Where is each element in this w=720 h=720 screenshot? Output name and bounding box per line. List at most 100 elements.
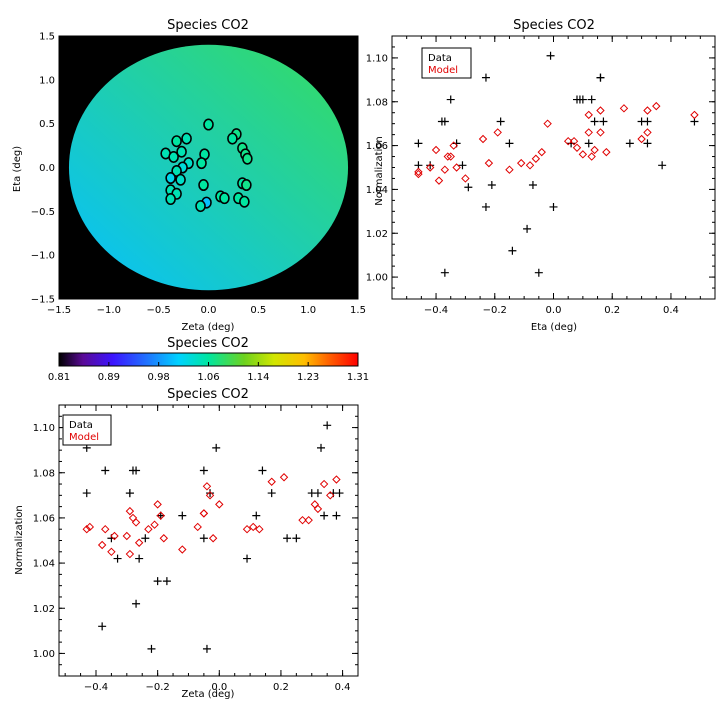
model-field [68,44,349,291]
x-tick-label: −1.5 [47,305,71,316]
eta-scatter-y-label: Normalization [374,136,385,206]
model-point [128,513,138,523]
y-tick-label: 0.5 [39,119,55,130]
measurement-circle [168,150,179,163]
x-tick-label: −0.5 [147,305,171,316]
y-tick-label: 1.10 [33,423,55,434]
data-point [446,95,455,104]
data-point [252,511,261,520]
model-point [208,534,218,543]
measurement-circle [181,132,192,145]
model-point [584,110,593,120]
data-point [153,577,162,586]
y-tick-label: 1.06 [366,141,388,152]
zeta-scatter-title: Species CO2 [167,387,249,402]
legend-model-label: Model [428,65,458,76]
data-point [464,183,473,192]
measurement-circle [203,118,214,131]
model-point [690,110,699,120]
measurement-circle [242,152,253,165]
x-tick-label: −0.4 [424,305,448,316]
model-point [543,119,552,128]
model-point [153,500,162,509]
measurement-circle [239,195,250,208]
y-tick-label: −1.0 [31,251,55,262]
data-point [458,161,467,170]
model-point [159,534,169,543]
data-point [414,139,423,148]
model-point [242,525,252,534]
data-point [125,489,134,498]
model-point [134,538,144,547]
x-tick-label: 0.4 [335,682,351,693]
model-point [425,163,435,172]
model-point [531,154,541,163]
heatmap-y-label: Eta (deg) [12,146,23,192]
data-point [549,202,558,211]
model-point [332,475,341,484]
data-point [505,139,514,148]
data-point [426,161,435,170]
y-tick-label: 1.02 [33,604,55,615]
model-point [493,128,502,137]
zeta-scatter-panel: Species CO2 Normalization Zeta (deg) −0.… [14,387,359,700]
data-point [162,577,171,586]
model-point [101,525,110,534]
measurement-circle [196,157,207,170]
data-point [578,95,587,104]
x-tick-label: 0.4 [663,305,679,316]
data-point [643,139,652,148]
data-point [82,489,91,498]
measurement-circle [171,135,182,148]
zeta-scatter-y-label: Normalization [14,505,25,575]
model-point [440,165,450,174]
data-point [508,246,517,255]
x-tick-label: 0.0 [201,305,217,316]
model-point [248,522,258,532]
model-point [516,158,526,168]
y-tick-label: 1.02 [366,229,388,240]
y-tick-label: 0.0 [39,163,55,174]
data-point [98,622,107,631]
model-point [584,128,593,137]
model-point [652,101,661,111]
data-point [599,117,608,126]
model-point [85,522,95,532]
model-point [202,482,212,491]
data-point [202,644,211,653]
data-point [546,51,555,60]
data-point [243,554,252,563]
x-tick-label: 0.5 [250,305,266,316]
model-point [313,504,323,514]
model-point [596,128,605,137]
zeta-scatter-legend: Data Model [62,414,112,446]
colorbar-tick-label: 0.81 [48,372,70,383]
model-point [484,158,494,168]
colorbar-tick-label: 0.89 [98,372,120,383]
model-point [446,152,455,161]
measurement-circle [176,145,187,158]
eta-scatter-title: Species CO2 [513,18,595,33]
data-point [590,117,599,126]
colorbar-panel: Species CO2 0.81 0.89 0.98 1.06 1.14 1.23 1.31 [48,336,369,383]
data-point [625,139,634,148]
model-point [452,163,461,172]
data-point [528,181,537,190]
zeta-scatter-x-label: Zeta (deg) [182,689,235,700]
model-point [82,525,91,534]
y-tick-label: 1.00 [33,649,55,660]
data-point [487,181,496,190]
data-point [156,511,165,520]
data-point [147,644,156,653]
x-tick-label: 0.2 [273,682,289,693]
legend-model-label: Model [69,432,99,443]
model-point [478,134,488,144]
measurement-circle [165,172,176,185]
data-point [596,73,605,82]
model-point [602,147,611,157]
data-point [440,117,449,126]
model-point [587,152,596,161]
model-point [563,136,573,146]
model-point [525,161,535,170]
